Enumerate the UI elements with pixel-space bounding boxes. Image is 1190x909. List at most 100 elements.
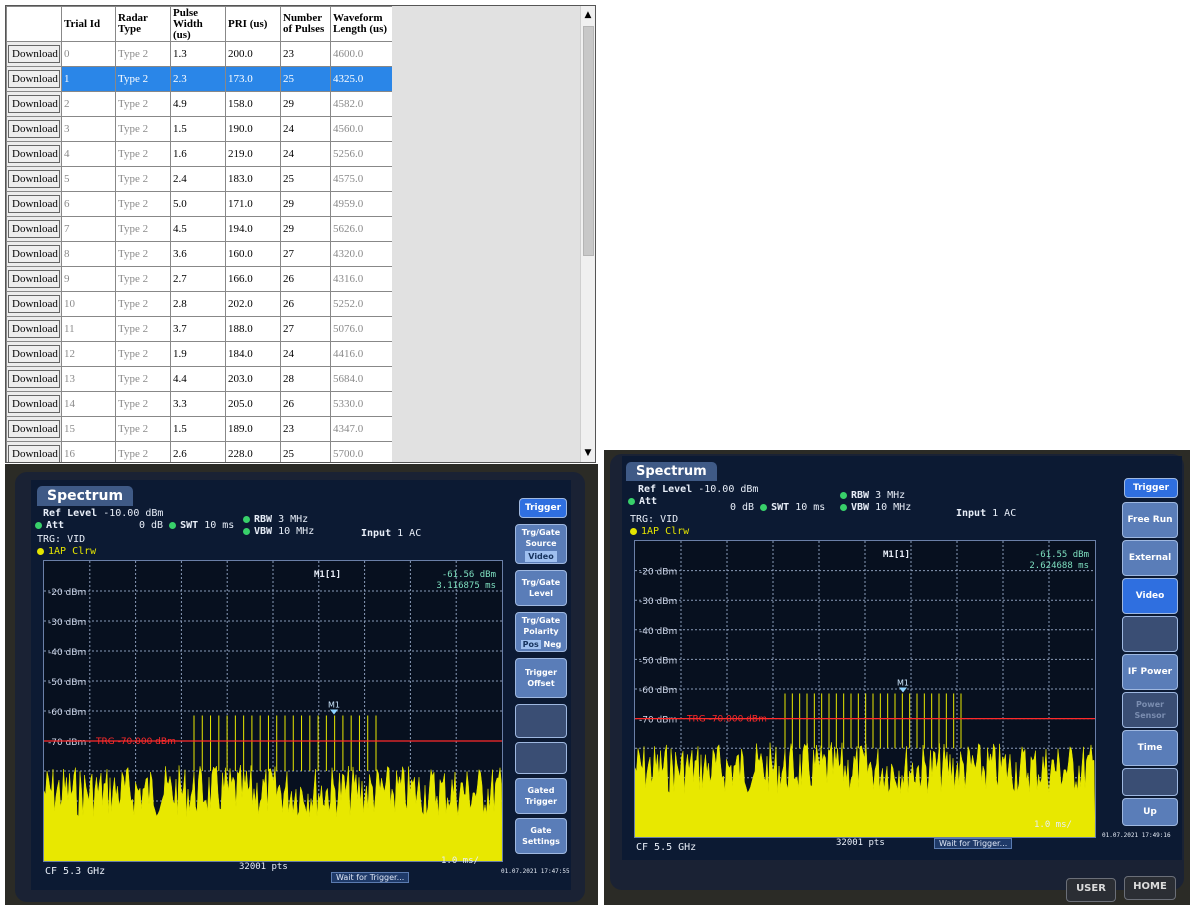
- right-swt-label: SWT: [771, 502, 790, 513]
- left-softkey-empty-1[interactable]: [515, 704, 567, 738]
- table-row[interactable]: Download 7 Type 2 4.5 194.0 29 5626.0: [6, 216, 392, 242]
- cell-pulse-width: 4.4: [170, 366, 226, 392]
- cell-radar-type: Type 2: [115, 191, 171, 217]
- left-softkey-polarity-label: Trg/Gate Polarity: [521, 615, 561, 636]
- download-button[interactable]: Download: [8, 220, 60, 238]
- column-header-pri[interactable]: PRI (us): [225, 6, 281, 42]
- cell-radar-type: Type 2: [115, 266, 171, 292]
- right-softkey-time[interactable]: Time: [1122, 730, 1178, 766]
- left-softkey-trg-gate-level[interactable]: Trg/Gate Level: [515, 570, 567, 606]
- download-button[interactable]: Download: [8, 370, 60, 388]
- marker-m1-label: M1: [897, 678, 909, 687]
- left-softkey-gate-settings[interactable]: Gate Settings: [515, 818, 567, 854]
- download-button[interactable]: Download: [8, 320, 60, 338]
- trial-table-panel: Trial Id Radar Type Pulse Width (us) PRI…: [5, 5, 596, 463]
- download-button[interactable]: Download: [8, 120, 60, 138]
- right-softkey-up[interactable]: Up: [1122, 798, 1178, 826]
- column-header-trial-id[interactable]: Trial Id: [61, 6, 116, 42]
- y-axis-tick-label: -20 dBm: [639, 568, 677, 578]
- scrollbar-thumb[interactable]: [583, 26, 594, 256]
- left-center-frequency: CF 5.3 GHz: [45, 866, 106, 877]
- download-button[interactable]: Download: [8, 70, 60, 88]
- download-button[interactable]: Download: [8, 45, 60, 63]
- table-row[interactable]: Download 4 Type 2 1.6 219.0 24 5256.0: [6, 141, 392, 167]
- table-row[interactable]: Download 3 Type 2 1.5 190.0 24 4560.0: [6, 116, 392, 142]
- table-row[interactable]: Download 12 Type 2 1.9 184.0 24 4416.0: [6, 341, 392, 367]
- cell-pulse-width: 1.3: [170, 41, 226, 67]
- cell-radar-type: Type 2: [115, 391, 171, 417]
- cell-pri: 228.0: [225, 441, 281, 462]
- left-softkey-trigger-offset[interactable]: Trigger Offset: [515, 658, 567, 698]
- right-att-label: Att: [639, 496, 658, 507]
- download-button[interactable]: Download: [8, 445, 60, 462]
- download-button[interactable]: Download: [8, 195, 60, 213]
- table-row[interactable]: Download 11 Type 2 3.7 188.0 27 5076.0: [6, 316, 392, 342]
- download-button[interactable]: Download: [8, 95, 60, 113]
- right-softkey-free-run[interactable]: Free Run: [1122, 502, 1178, 538]
- table-row[interactable]: Download 6 Type 2 5.0 171.0 29 4959.0: [6, 191, 392, 217]
- right-softkey-video[interactable]: Video: [1122, 578, 1178, 614]
- table-row[interactable]: Download 10 Type 2 2.8 202.0 26 5252.0: [6, 291, 392, 317]
- cell-number-of-pulses: 28: [280, 366, 331, 392]
- scroll-up-arrow-icon[interactable]: ▲: [584, 10, 592, 20]
- scroll-down-arrow-icon[interactable]: ▼: [584, 448, 592, 458]
- right-softkey-power-sensor[interactable]: Power Sensor: [1122, 692, 1178, 728]
- column-header-radar-type[interactable]: Radar Type: [115, 6, 171, 42]
- y-axis-tick-label: -30 dBm: [48, 618, 86, 628]
- cell-number-of-pulses: 23: [280, 41, 331, 67]
- cell-pulse-width: 3.3: [170, 391, 226, 417]
- right-ref-level: Ref Level -10.00 dBm: [638, 484, 758, 495]
- cell-number-of-pulses: 25: [280, 66, 331, 92]
- right-hw-user-button[interactable]: USER: [1066, 878, 1116, 902]
- cell-trial-id: 8: [61, 241, 116, 267]
- cell-pulse-width: 5.0: [170, 191, 226, 217]
- download-button[interactable]: Download: [8, 145, 60, 163]
- cell-trial-id: 5: [61, 166, 116, 192]
- download-button[interactable]: Download: [8, 170, 60, 188]
- download-cell: Download: [6, 216, 62, 242]
- table-row[interactable]: Download 16 Type 2 2.6 228.0 25 5700.0: [6, 441, 392, 462]
- left-softkey-trg-gate-source[interactable]: Trg/Gate Source Video: [515, 524, 567, 564]
- download-button[interactable]: Download: [8, 345, 60, 363]
- left-softkey-trg-gate-polarity[interactable]: Trg/Gate Polarity Pos Neg: [515, 612, 567, 652]
- left-softkey-empty-2[interactable]: [515, 742, 567, 774]
- column-header-pulse-width[interactable]: Pulse Width (us): [170, 6, 226, 42]
- table-row[interactable]: Download 9 Type 2 2.7 166.0 26 4316.0: [6, 266, 392, 292]
- right-softkey-trigger[interactable]: Trigger: [1124, 478, 1178, 498]
- y-axis-tick-label: -60 dBm: [48, 708, 86, 718]
- cell-pulse-width: 3.7: [170, 316, 226, 342]
- right-softkey-external[interactable]: External: [1122, 540, 1178, 576]
- right-hw-home-button[interactable]: HOME: [1124, 876, 1176, 900]
- table-row[interactable]: Download 5 Type 2 2.4 183.0 25 4575.0: [6, 166, 392, 192]
- column-header-number-of-pulses[interactable]: Number of Pulses: [280, 6, 331, 42]
- table-row[interactable]: Download 13 Type 2 4.4 203.0 28 5684.0: [6, 366, 392, 392]
- table-row[interactable]: Download 1 Type 2 2.3 173.0 25 4325.0: [6, 66, 392, 92]
- right-softkey-empty-2[interactable]: [1122, 768, 1178, 796]
- table-row[interactable]: Download 0 Type 2 1.3 200.0 23 4600.0: [6, 41, 392, 67]
- trials-table: Trial Id Radar Type Pulse Width (us) PRI…: [6, 6, 392, 462]
- right-trg: TRG: VID: [630, 514, 679, 525]
- download-button[interactable]: Download: [8, 395, 60, 413]
- download-button[interactable]: Download: [8, 420, 60, 438]
- vertical-scrollbar[interactable]: ▲ ▼: [580, 6, 595, 462]
- left-softkey-gated-trigger[interactable]: Gated Trigger: [515, 778, 567, 814]
- column-header-waveform-length[interactable]: Waveform Length (us): [330, 6, 392, 42]
- download-button[interactable]: Download: [8, 295, 60, 313]
- right-softkey-empty-1[interactable]: [1122, 616, 1178, 652]
- download-cell: Download: [6, 266, 62, 292]
- cell-pulse-width: 1.5: [170, 416, 226, 442]
- left-polarity-pos[interactable]: Pos: [520, 639, 541, 649]
- right-softkey-if-power[interactable]: IF Power: [1122, 654, 1178, 690]
- cell-radar-type: Type 2: [115, 116, 171, 142]
- table-row[interactable]: Download 8 Type 2 3.6 160.0 27 4320.0: [6, 241, 392, 267]
- download-button[interactable]: Download: [8, 245, 60, 263]
- left-swt-label: SWT: [180, 520, 199, 531]
- table-row[interactable]: Download 14 Type 2 3.3 205.0 26 5330.0: [6, 391, 392, 417]
- download-button[interactable]: Download: [8, 270, 60, 288]
- left-trace-indicator-icon: [37, 547, 44, 555]
- left-polarity-neg[interactable]: Neg: [543, 639, 562, 649]
- table-row[interactable]: Download 2 Type 2 4.9 158.0 29 4582.0: [6, 91, 392, 117]
- table-row[interactable]: Download 15 Type 2 1.5 189.0 23 4347.0: [6, 416, 392, 442]
- download-cell: Download: [6, 116, 62, 142]
- left-softkey-trigger[interactable]: Trigger: [519, 498, 567, 518]
